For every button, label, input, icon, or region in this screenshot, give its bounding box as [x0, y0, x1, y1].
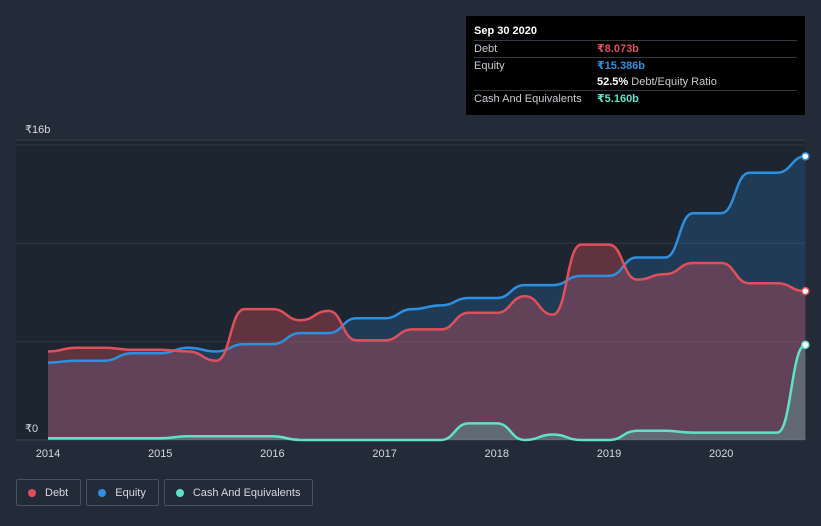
debt-dot-icon [28, 488, 36, 497]
x-tick-label: 2019 [597, 448, 621, 460]
x-tick-label: 2015 [148, 448, 172, 460]
tooltip-ratio-value: 52.5% [597, 76, 629, 88]
x-tick-label: 2016 [260, 448, 284, 460]
debt-line [47, 243, 806, 362]
tooltip-debt-row: Debt ₹8.073b [474, 40, 797, 57]
debt-area [48, 244, 806, 440]
tooltip-cash-row: Cash And Equivalents ₹5.160b [474, 90, 797, 107]
x-tick-label: 2018 [485, 448, 509, 460]
legend-debt-label: Debt [45, 486, 69, 499]
y-tick-label: ₹16b [25, 124, 50, 136]
plot-background [16, 140, 805, 440]
equity-dot-icon [98, 488, 107, 497]
debt-endpoint-marker [801, 286, 810, 296]
legend-item-equity[interactable]: Equity [86, 479, 159, 506]
equity-area [48, 156, 806, 441]
tooltip-equity-label: Equity [474, 60, 505, 72]
cash-line [48, 343, 806, 442]
x-tick-label: 2017 [372, 448, 396, 460]
legend-equity-label: Equity [115, 486, 146, 499]
tooltip-equity-value: ₹15.386b [597, 60, 646, 72]
y-tick-label: ₹0 [25, 423, 38, 435]
legend-item-cash[interactable]: Cash And Equivalents [163, 479, 314, 506]
tooltip-date: Sep 30 2020 [474, 25, 537, 37]
tooltip-cash-label: Cash And Equivalents [474, 93, 582, 105]
legend-item-debt[interactable]: Debt [16, 479, 82, 506]
legend-cash-label: Cash And Equivalents [192, 486, 301, 499]
tooltip-cash-value: ₹5.160b [597, 93, 639, 105]
tooltip-equity-row: Equity ₹15.386b [474, 57, 797, 74]
chart-legend: Debt Equity Cash And Equivalents [16, 479, 314, 506]
cash-endpoint-marker [801, 340, 810, 350]
equity-endpoint-marker [801, 152, 810, 161]
tooltip-ratio: 52.5% Debt/Equity Ratio [597, 74, 717, 90]
tooltip-debt-value: ₹8.073b [597, 43, 639, 55]
x-tick-label: 2020 [709, 448, 733, 460]
tooltip-ratio-label: Debt/Equity Ratio [631, 76, 717, 88]
tooltip-debt-label: Debt [474, 43, 498, 55]
x-tick-label: 2014 [36, 448, 60, 460]
cash-dot-icon [175, 488, 184, 497]
tooltip-panel: Sep 30 2020 Debt ₹8.073b Equity ₹15.386b… [466, 16, 805, 115]
tooltip-ratio-row: 52.5% Debt/Equity Ratio [474, 74, 797, 90]
